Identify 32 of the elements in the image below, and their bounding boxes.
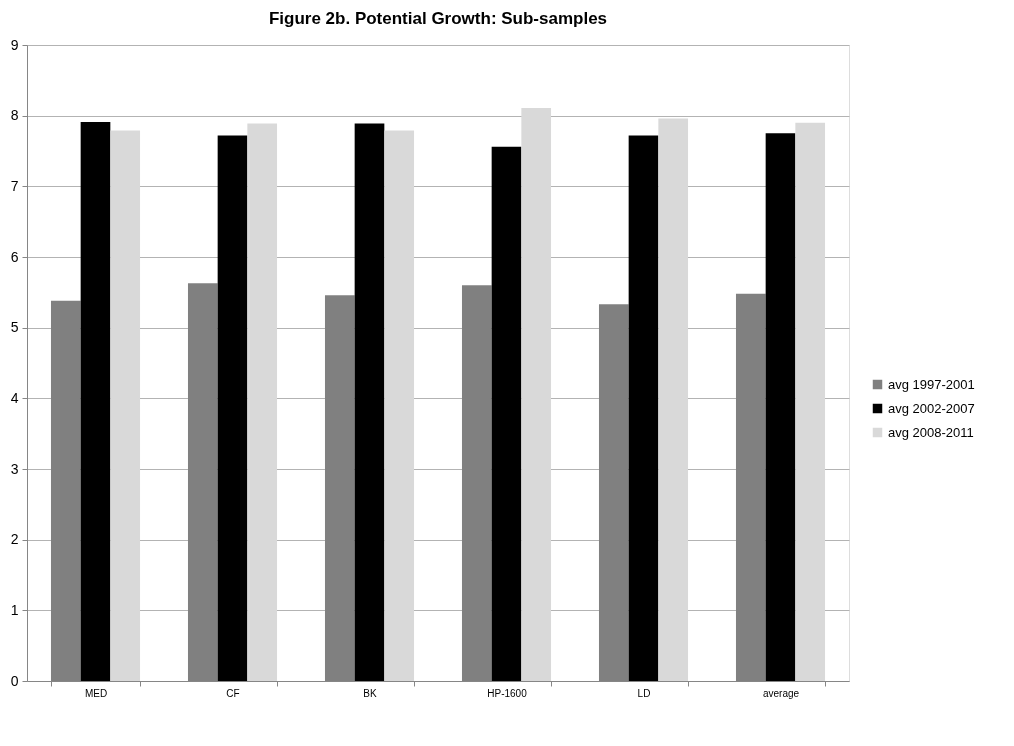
x-tick-label: HP-1600 [487,687,528,699]
legend-label: avg 2008-2011 [888,424,974,440]
x-tick-label: CF [226,687,240,699]
x-tick-label: average [762,687,800,699]
bar [658,118,689,681]
bar [247,123,278,681]
bar [628,135,659,681]
y-tick-label: 1 [10,601,19,618]
bar [491,146,522,681]
y-tick-label: 7 [10,177,19,194]
y-tick-label: 0 [10,672,19,689]
y-tick-label: 9 [10,36,19,53]
x-tick-label: MED [84,687,108,699]
y-tick-label: 5 [10,319,19,336]
y-tick-label: 2 [10,531,19,548]
x-tick-label: BK [363,687,377,699]
bar [795,122,826,681]
legend-label: avg 2002-2007 [888,400,975,416]
y-tick-label: 3 [10,460,19,477]
bar [765,133,796,681]
bar [384,130,415,681]
y-tick-label: 4 [10,389,19,406]
bar [354,123,385,681]
y-tick-label: 8 [10,107,19,124]
bar [521,107,552,681]
legend-label: avg 1997-2001 [888,376,975,392]
x-tick-label: LD [637,687,651,699]
bar [80,122,111,681]
y-tick-label: 6 [10,248,19,265]
bar [217,135,248,681]
bar [110,130,141,681]
chart-title: Figure 2b. Potential Growth: Sub-samples [268,9,608,28]
